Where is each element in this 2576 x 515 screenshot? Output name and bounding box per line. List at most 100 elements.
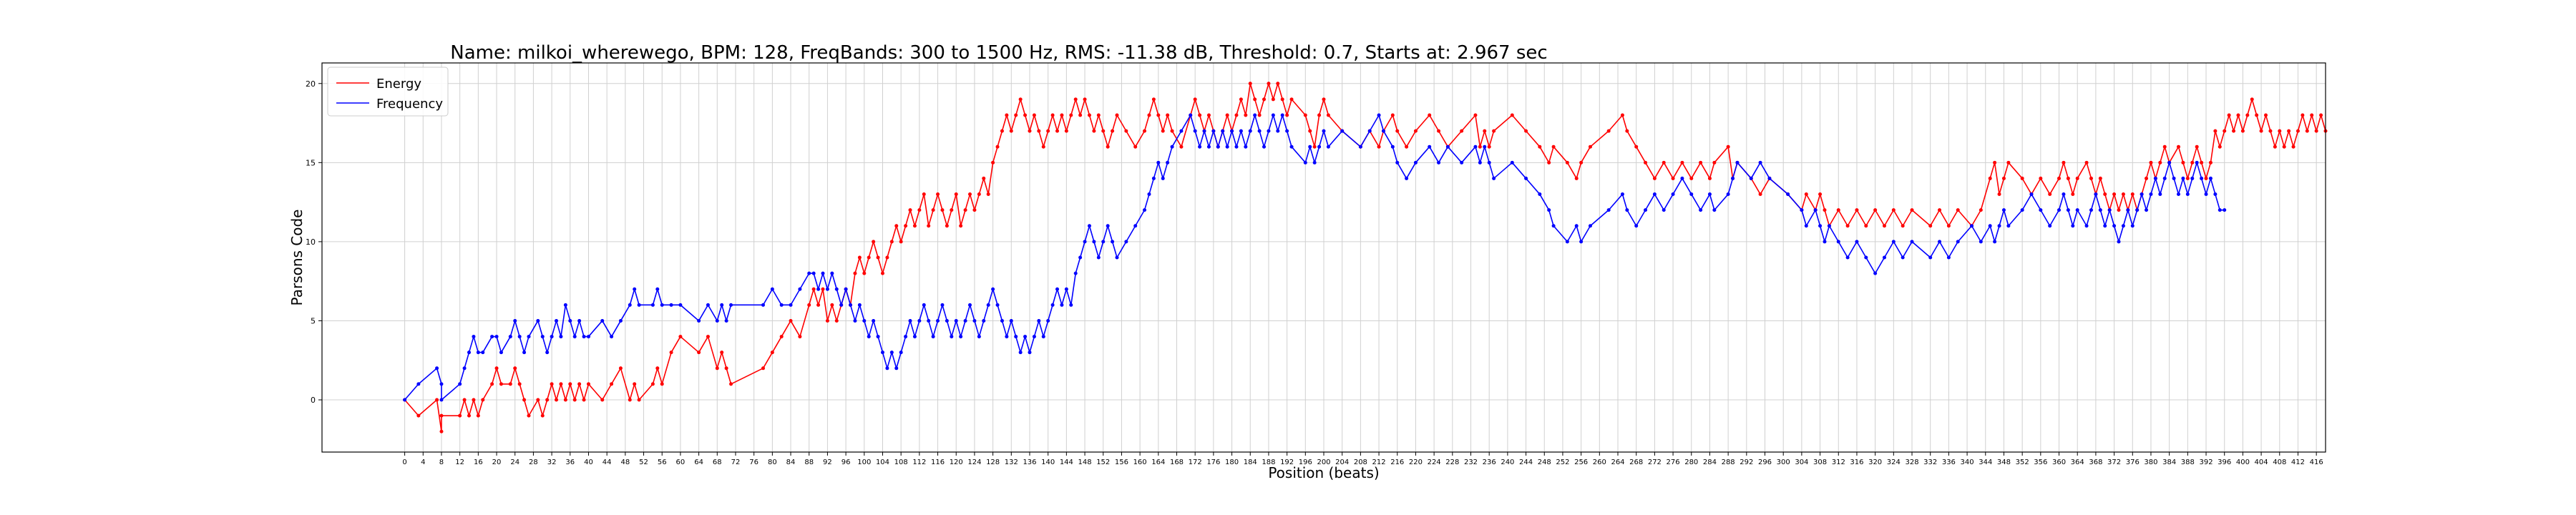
- data-point-energy: [908, 208, 912, 212]
- data-point-energy: [1073, 97, 1078, 102]
- x-tick-label: 36: [565, 458, 575, 466]
- data-point-energy: [986, 192, 990, 197]
- data-point-frequency: [1143, 208, 1147, 212]
- data-point-frequency: [862, 318, 867, 323]
- data-point-frequency: [2177, 192, 2180, 197]
- data-point-frequency: [2195, 160, 2199, 165]
- data-point-energy: [1864, 224, 1868, 228]
- data-point-frequency: [1938, 240, 1942, 244]
- data-point-energy: [1547, 160, 1551, 165]
- data-point-energy: [1818, 192, 1823, 197]
- data-point-energy: [1280, 97, 1284, 102]
- x-tick-label: 8: [439, 458, 444, 466]
- x-tick-label: 108: [894, 458, 908, 466]
- data-point-frequency: [724, 318, 728, 323]
- data-point-frequency: [1813, 208, 1818, 212]
- data-point-energy: [577, 382, 582, 386]
- data-point-energy: [724, 366, 728, 371]
- data-point-frequency: [1726, 192, 1730, 197]
- x-tick-label: 4: [421, 458, 425, 466]
- data-point-frequency: [1230, 129, 1234, 133]
- data-point-frequency: [844, 287, 848, 291]
- x-tick-label: 248: [1538, 458, 1551, 466]
- data-point-frequency: [628, 303, 632, 307]
- data-point-frequency: [1083, 240, 1087, 244]
- data-point-energy: [563, 398, 567, 402]
- x-tick-label: 272: [1648, 458, 1662, 466]
- x-tick-label: 280: [1684, 458, 1698, 466]
- data-point-frequency: [1652, 192, 1657, 197]
- data-point-energy: [1551, 144, 1556, 149]
- x-tick-label: 184: [1244, 458, 1257, 466]
- data-point-frequency: [1285, 129, 1289, 133]
- data-point-energy: [1413, 129, 1418, 133]
- data-point-frequency: [2200, 176, 2204, 180]
- data-point-energy: [1096, 113, 1101, 117]
- data-point-energy: [1060, 113, 1064, 117]
- data-point-energy: [2227, 113, 2231, 117]
- data-point-frequency: [1707, 192, 1712, 197]
- x-tick-label: 192: [1280, 458, 1294, 466]
- data-point-energy: [1193, 97, 1197, 102]
- data-point-energy: [2117, 208, 2121, 212]
- data-point-energy: [1133, 144, 1138, 149]
- x-tick-label: 324: [1887, 458, 1901, 466]
- data-point-energy: [1910, 208, 1914, 212]
- data-point-energy: [2264, 113, 2268, 117]
- x-tick-label: 284: [1703, 458, 1717, 466]
- x-tick-label: 16: [474, 458, 483, 466]
- data-point-energy: [1000, 129, 1004, 133]
- data-point-frequency: [439, 382, 444, 386]
- x-tick-label: 384: [2162, 458, 2176, 466]
- data-point-frequency: [600, 318, 605, 323]
- x-tick-label: 328: [1905, 458, 1918, 466]
- data-point-frequency: [2075, 208, 2079, 212]
- data-point-frequency: [789, 303, 793, 307]
- data-point-energy: [2314, 129, 2318, 133]
- y-axis-ticks: 0 5 10 15 20: [306, 79, 322, 405]
- data-point-energy: [490, 382, 494, 386]
- data-point-energy: [1179, 144, 1184, 149]
- data-point-frequency: [1147, 192, 1151, 197]
- data-point-frequency: [1078, 255, 1083, 260]
- data-point-frequency: [2084, 224, 2089, 228]
- data-point-energy: [857, 255, 862, 260]
- x-tick-label: 28: [529, 458, 538, 466]
- data-point-energy: [1289, 97, 1294, 102]
- data-point-frequency: [2208, 176, 2212, 180]
- data-point-frequency: [1312, 160, 1317, 165]
- data-point-frequency: [922, 303, 926, 307]
- data-point-frequency: [972, 318, 977, 323]
- data-point-frequency: [1211, 129, 1216, 133]
- data-point-frequency: [1699, 208, 1703, 212]
- data-point-frequency: [517, 335, 522, 339]
- data-point-energy: [959, 224, 963, 228]
- data-point-frequency: [1032, 335, 1036, 339]
- data-point-frequency: [1510, 160, 1514, 165]
- data-point-frequency: [1625, 208, 1629, 212]
- data-point-frequency: [416, 382, 421, 386]
- data-point-frequency: [1662, 208, 1666, 212]
- data-point-frequency: [582, 335, 586, 339]
- data-point-energy: [517, 382, 522, 386]
- data-point-frequency: [986, 303, 990, 307]
- legend-frame: [327, 67, 449, 117]
- data-point-energy: [950, 208, 954, 212]
- data-point-frequency: [2135, 208, 2140, 212]
- data-point-frequency: [1956, 240, 1960, 244]
- data-point-energy: [1492, 129, 1496, 133]
- data-point-energy: [2121, 192, 2125, 197]
- data-point-energy: [582, 398, 586, 402]
- data-point-energy: [885, 255, 889, 260]
- data-point-energy: [1997, 192, 2001, 197]
- data-point-energy: [1087, 113, 1091, 117]
- data-point-energy: [2062, 160, 2066, 165]
- data-point-energy: [536, 398, 540, 402]
- data-point-frequency: [1749, 176, 1753, 180]
- legend: Energy Frequency: [327, 67, 449, 117]
- data-point-energy: [2084, 160, 2089, 165]
- data-point-energy: [2291, 144, 2296, 149]
- data-point-energy: [1524, 129, 1528, 133]
- data-point-frequency: [830, 271, 834, 275]
- data-point-energy: [1317, 113, 1322, 117]
